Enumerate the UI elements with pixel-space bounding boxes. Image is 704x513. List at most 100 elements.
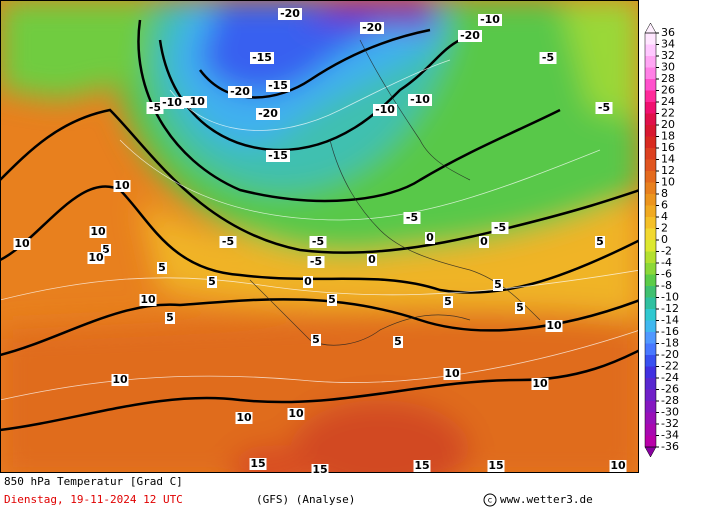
colorbar-label: 6 [661, 199, 668, 212]
contour-label: -15 [266, 79, 290, 92]
colorbar-band [645, 251, 656, 264]
contour-label-text: 15 [250, 457, 265, 470]
contour-label: -5 [309, 235, 327, 248]
contour-label-text: 10 [140, 293, 156, 306]
colorbar-label: -12 [661, 302, 679, 315]
label-box [183, 96, 207, 108]
contour-label: -5 [595, 101, 613, 114]
contour-label-text: 10 [88, 251, 104, 264]
colorbar-label: 0 [661, 233, 668, 246]
contour-label-text: 10 [444, 367, 460, 380]
label-box [278, 8, 302, 20]
colorbar-label: 8 [661, 187, 668, 200]
contour-label-text: 10 [112, 373, 128, 386]
colorbar-band [645, 274, 656, 287]
contour-label-text: 15 [414, 459, 429, 472]
colorbar-label: 24 [661, 95, 675, 108]
contour-label: 10 [287, 407, 305, 420]
colorbar-label: -26 [661, 383, 679, 396]
contour-label: -5 [146, 101, 164, 114]
contour-label: 15 [249, 457, 267, 470]
label-box [309, 236, 327, 248]
contour-label: 0 [425, 231, 435, 244]
colorbar-label: -36 [661, 440, 679, 453]
colorbar-label: -10 [661, 291, 679, 304]
contour-label: 10 [531, 377, 549, 390]
colorbar-band [645, 205, 656, 218]
colorbar-band [645, 378, 656, 390]
colorbar-band [645, 217, 656, 229]
contour-label: -10 [373, 103, 397, 116]
colorbar-label: 20 [661, 118, 675, 131]
colorbar-band [645, 90, 656, 103]
colorbar-label: -30 [661, 406, 679, 419]
contour-label-text: 0 [368, 253, 376, 266]
contour-label-text: 5 [166, 311, 174, 324]
label-box [311, 464, 329, 476]
contour-label: 10 [609, 459, 627, 472]
label-box [287, 408, 305, 420]
colorbar-band [645, 171, 656, 183]
label-box [408, 94, 432, 106]
colorbar-label: 26 [661, 84, 675, 97]
contour-label: 5 [443, 295, 453, 308]
contour-label-text: -10 [410, 93, 430, 106]
contour-label-text: 0 [304, 275, 312, 288]
colorbar-band [645, 148, 656, 160]
contour-label: 5 [393, 335, 403, 348]
contour-label: 0 [479, 235, 489, 248]
contour-label: 15 [487, 459, 505, 472]
colorbar-label: 30 [661, 61, 675, 74]
label-box [609, 460, 627, 472]
colorbar-label: -16 [661, 325, 679, 338]
colorbar-label: 10 [661, 176, 675, 189]
colorbar-label: 16 [661, 141, 675, 154]
colorbar-band [645, 33, 656, 45]
colorbar-label: -22 [661, 360, 679, 373]
temperature-field [0, 0, 639, 473]
colorbar-band [645, 102, 656, 114]
label-box [373, 104, 397, 116]
contour-label: -10 [160, 96, 184, 109]
colorbar-band [645, 332, 656, 344]
contour-label-text: 10 [288, 407, 304, 420]
colorbar-band [645, 366, 656, 379]
colorbar-label: 22 [661, 107, 675, 120]
contour-label-text: 5 [102, 243, 110, 256]
colorbar-band [645, 125, 656, 137]
label-box [101, 244, 111, 256]
label-box [478, 14, 502, 26]
label-box [256, 108, 280, 120]
contour-label-text: 5 [158, 261, 166, 274]
copyright-symbol [483, 493, 497, 507]
label-box [113, 180, 131, 192]
label-box [487, 460, 505, 472]
contour-label-text: 5 [596, 235, 604, 248]
contour-label: 15 [413, 459, 431, 472]
label-box [157, 262, 167, 274]
colorbar-band [645, 240, 656, 252]
colorbar-band [645, 136, 656, 149]
contour-label: -5 [307, 255, 325, 268]
label-box [479, 236, 489, 248]
isotherms [0, 59, 639, 401]
colorbar-band [645, 194, 656, 206]
contour-label: -20 [360, 21, 384, 34]
colorbar-label: 2 [661, 222, 668, 235]
colorbar-label: 36 [661, 26, 675, 39]
colorbar-label: -8 [661, 279, 672, 292]
contour-label: 10 [113, 179, 131, 192]
label-box [360, 22, 384, 34]
colorbar-band [645, 56, 656, 68]
contour-label: 5 [157, 261, 167, 274]
contour-label: 0 [367, 253, 377, 266]
contour-label-text: 5 [312, 333, 320, 346]
contour-label: -15 [266, 149, 290, 162]
contour-label: 0 [303, 275, 313, 288]
contour-label-text: -5 [542, 51, 554, 64]
contour-label-text: -5 [310, 255, 322, 268]
contour-label-text: -5 [312, 235, 324, 248]
contour-label: -20 [228, 85, 252, 98]
contour-label: 5 [327, 293, 337, 306]
